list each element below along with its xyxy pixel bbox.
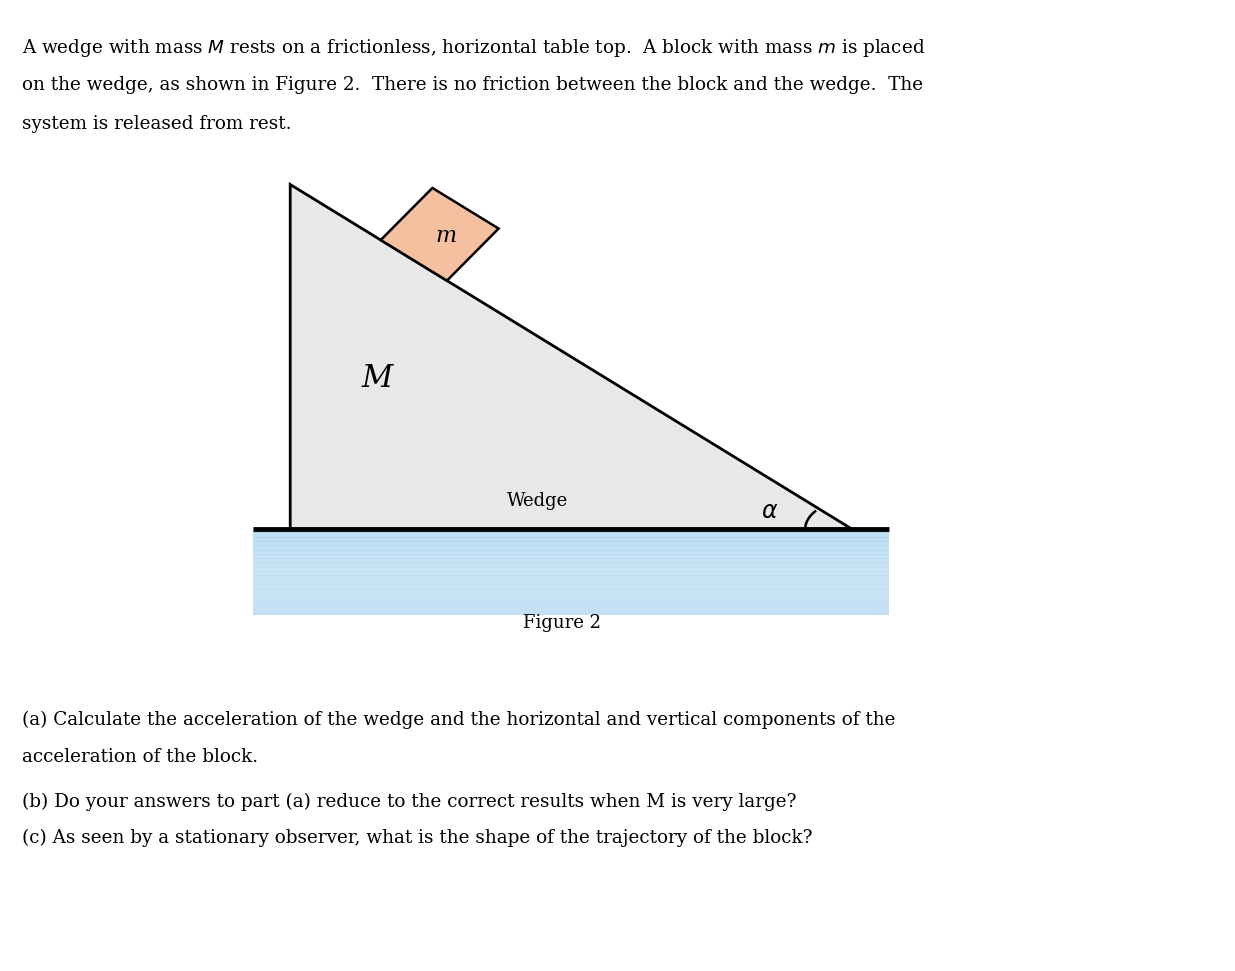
Bar <box>253 601 889 606</box>
Bar <box>253 528 889 533</box>
Text: (b) Do your answers to part (a) reduce to the correct results when M is very lar: (b) Do your answers to part (a) reduce t… <box>22 792 797 811</box>
Text: M: M <box>361 363 393 394</box>
Bar <box>253 588 889 593</box>
Bar <box>253 584 889 589</box>
Bar <box>253 610 889 615</box>
Bar <box>253 553 889 559</box>
Bar <box>253 550 889 554</box>
Bar <box>253 532 889 538</box>
Bar <box>253 592 889 597</box>
Text: system is released from rest.: system is released from rest. <box>22 115 291 133</box>
Bar <box>253 580 889 585</box>
Bar <box>253 546 889 551</box>
Bar <box>253 541 889 547</box>
Bar <box>253 567 889 572</box>
Bar <box>253 596 889 602</box>
Text: m: m <box>435 225 457 248</box>
Bar <box>253 571 889 576</box>
Text: Figure 2: Figure 2 <box>522 615 601 632</box>
Bar <box>253 567 889 572</box>
Text: (a) Calculate the acceleration of the wedge and the horizontal and vertical comp: (a) Calculate the acceleration of the we… <box>22 711 895 729</box>
Text: $\alpha$: $\alpha$ <box>762 500 778 523</box>
Bar <box>253 550 889 554</box>
Text: (c) As seen by a stationary observer, what is the shape of the trajectory of the: (c) As seen by a stationary observer, wh… <box>22 829 813 848</box>
Bar <box>253 537 889 542</box>
Bar <box>253 546 889 551</box>
Bar <box>253 562 889 568</box>
Bar <box>253 562 889 568</box>
Bar <box>253 592 889 597</box>
Bar <box>253 601 889 606</box>
Polygon shape <box>290 184 852 529</box>
Bar <box>253 537 889 542</box>
Bar <box>253 588 889 593</box>
Bar <box>253 575 889 581</box>
Bar <box>253 558 889 563</box>
Bar <box>253 605 889 611</box>
Bar <box>253 605 889 611</box>
Bar <box>253 528 889 533</box>
Text: A wedge with mass $M$ rests on a frictionless, horizontal table top.  A block wi: A wedge with mass $M$ rests on a frictio… <box>22 37 925 59</box>
Bar <box>253 610 889 615</box>
Text: on the wedge, as shown in Figure 2.  There is no friction between the block and : on the wedge, as shown in Figure 2. Ther… <box>22 76 924 94</box>
Text: acceleration of the block.: acceleration of the block. <box>22 748 258 766</box>
Bar <box>253 571 889 576</box>
Bar <box>253 558 889 563</box>
Text: Wedge: Wedge <box>506 492 568 510</box>
Bar <box>253 532 889 538</box>
Bar <box>253 580 889 585</box>
Polygon shape <box>380 188 499 281</box>
Bar <box>253 575 889 581</box>
Bar <box>253 584 889 589</box>
Bar <box>253 596 889 602</box>
Bar <box>253 541 889 547</box>
Bar <box>253 553 889 559</box>
